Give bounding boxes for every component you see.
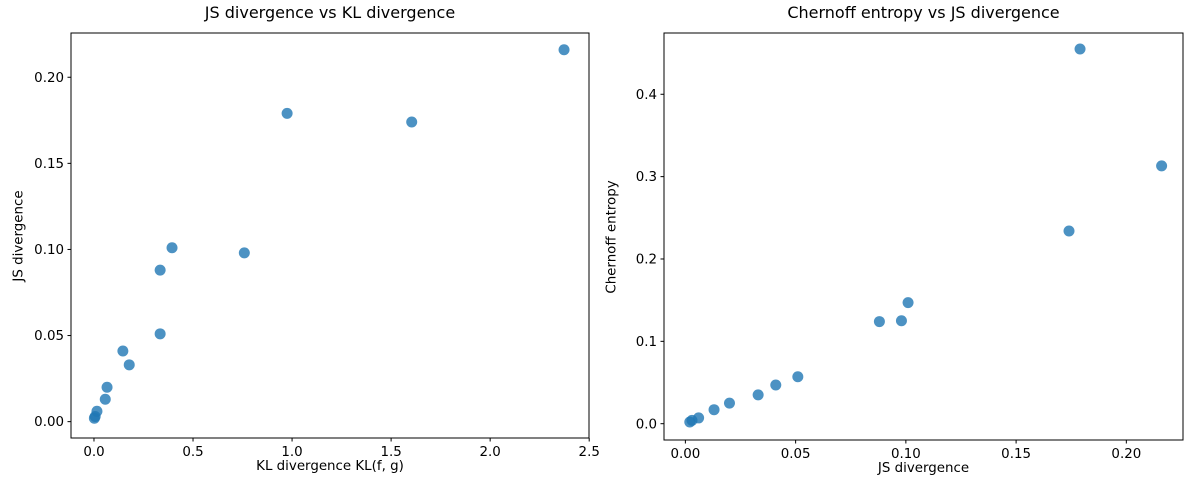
right-chart-ylabel: Chernoff entropy [604, 179, 620, 294]
right-y-tick-label: 0.0 [636, 417, 657, 432]
left-data-point [91, 405, 103, 417]
right-y-tick-label: 0.3 [636, 170, 657, 185]
right-x-tick-label: 0.00 [670, 447, 700, 462]
right-chart-plot-area: 0.00 0.05 0.10 0.15 0.20 0.0 0.1 0.2 0.3 0.4 [636, 32, 1184, 462]
left-data-point [166, 242, 178, 254]
right-data-point [873, 316, 885, 328]
left-data-point [101, 381, 113, 393]
left-y-tick-label: 0.15 [34, 157, 64, 172]
right-data-point [902, 297, 914, 309]
right-chart-xlabel: JS divergence [877, 461, 970, 476]
right-data-point [1063, 225, 1075, 237]
left-data-point [154, 264, 166, 276]
left-chart-xlabel: KL divergence KL(f, g) [256, 459, 404, 474]
left-data-point [123, 359, 135, 371]
left-chart-plot-area: 0.0 0.5 1.0 1.5 2.0 2.5 0.00 0.05 0.10 0.15 0.20 [34, 32, 600, 460]
right-x-tick-label: 0.05 [781, 447, 811, 462]
left-data-point [117, 345, 129, 357]
left-x-tick-label: 1.0 [281, 445, 302, 460]
right-y-tick-label: 0.1 [636, 335, 657, 350]
left-data-point [238, 247, 250, 259]
right-data-point [770, 379, 782, 391]
right-y-tick-label: 0.4 [636, 88, 657, 103]
right-x-tick-label: 0.20 [1111, 447, 1141, 462]
right-axes-frame [663, 32, 1184, 441]
right-y-tick-label: 0.2 [636, 253, 657, 268]
left-chart-ylabel: JS divergence [11, 189, 27, 282]
left-data-point [99, 393, 111, 405]
left-x-tick-label: 1.5 [380, 445, 401, 460]
left-data-point [281, 107, 293, 119]
right-x-tick-label: 0.15 [1001, 447, 1031, 462]
right-chart-title: Chernoff entropy vs JS divergence [787, 3, 1060, 22]
right-data-point [1156, 160, 1168, 172]
right-data-point [895, 315, 907, 327]
left-x-tick-label: 2.0 [480, 445, 501, 460]
right-data-point [1074, 43, 1086, 55]
left-x-tick-label: 0.5 [182, 445, 203, 460]
left-axes-frame [70, 32, 590, 439]
right-data-point [723, 397, 735, 409]
left-y-tick-label: 0.05 [34, 329, 64, 344]
left-y-tick-label: 0.00 [34, 415, 64, 430]
left-data-point [154, 328, 166, 340]
left-y-tick-label: 0.10 [34, 243, 64, 258]
right-x-tick-label: 0.10 [891, 447, 921, 462]
right-data-point [792, 371, 804, 383]
left-x-tick-label: 2.5 [579, 445, 600, 460]
left-x-tick-label: 0.0 [83, 445, 104, 460]
right-data-point [708, 404, 720, 416]
left-data-point [406, 116, 418, 128]
right-data-point [752, 389, 764, 401]
right-data-point [693, 412, 705, 424]
left-chart-title: JS divergence vs KL divergence [204, 3, 456, 22]
left-y-tick-label: 0.20 [34, 71, 64, 86]
left-data-point [558, 44, 570, 56]
